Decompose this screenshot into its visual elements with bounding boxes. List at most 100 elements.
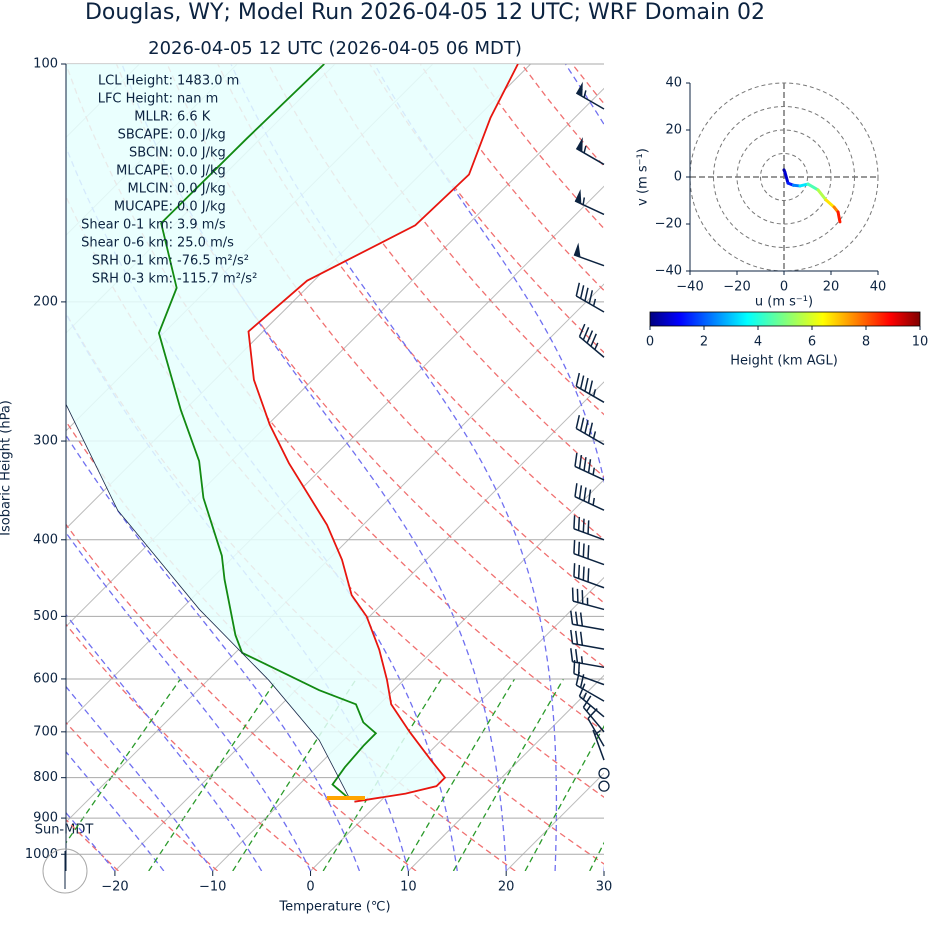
profile-line [247,64,519,803]
barb-full [579,631,584,646]
dry-adiabat [571,64,604,105]
wind-calm [598,780,610,792]
barb-full [575,372,581,387]
barb-full [579,285,585,299]
barb-staff [573,552,605,566]
annotation-value: 3.9 m/s [177,218,226,233]
parcel-shading [66,64,518,802]
annotation-value: 0.0 J/kg [177,200,226,215]
barb-full [570,648,574,662]
barb-staff [582,706,605,733]
barb-flag [573,242,581,258]
wind-barb [578,323,605,358]
barb-full [578,323,586,337]
barb-full [574,452,578,467]
barb-full [579,375,585,390]
annotation-value: 25.0 m/s [177,236,234,251]
wind-barb [573,515,605,541]
y-tick-label: 300 [33,434,58,449]
barb-full [582,543,585,558]
x-tick-label: 10 [400,880,417,895]
barb-full [583,457,587,471]
isotherm [310,576,604,871]
y-tick-label: 1000 [25,847,58,862]
wind-barb [573,540,605,566]
wind-barb [574,483,605,511]
barb-full [573,660,576,674]
dry-adiabat [623,64,928,871]
annotation-label: MLCIN: [128,182,173,197]
barb-half [592,467,596,475]
barb-staff [573,254,605,267]
hodo-segment [824,198,836,209]
barb-full [582,518,585,533]
barb-full [574,630,579,645]
wind-barb [571,587,605,611]
wind-barb [570,629,605,650]
y-tick-label: 600 [33,671,58,686]
barb-full [577,516,581,531]
isotherm [66,283,604,823]
barb-full [584,377,589,392]
annotation-value: 0.0 J/kg [177,182,226,197]
barb-full [570,610,574,625]
barb-full [575,671,581,686]
barb-half [592,431,597,439]
dry-adiabat [66,721,219,871]
barb-staff [587,718,605,747]
y-tick-label: 700 [33,724,58,739]
hodo-y-tick-label: 0 [674,170,682,185]
barb-full [587,568,590,582]
wind-barb [575,282,605,313]
annotation-label: SRH 0-1 km: [92,254,173,269]
barb-half [592,497,596,506]
barb-staff [575,684,605,702]
mixing-ratio [66,678,182,844]
barb-staff [572,623,605,631]
barb-staff [572,661,605,669]
mixing-ratio [637,679,735,871]
annotation-value: 0.0 J/kg [177,164,226,179]
parcel-line [66,403,351,800]
barb-staff [579,336,605,358]
x-axis-label: Temperature (℃) [278,900,390,915]
barb-full [588,380,594,395]
moist-adiabat [121,64,507,871]
hodo-y-tick-label: −40 [655,264,682,279]
wind-barb [575,415,605,446]
annotation-label: MLCAPE: [116,164,173,179]
wind-barb [592,729,605,761]
wind-barb [575,671,605,702]
barb-full [577,541,581,556]
hodo-x-tick-label: −20 [723,280,750,295]
barb-flag [576,81,583,97]
barb-full [588,290,594,304]
barb-staff [579,695,605,718]
colorbar-tick-label: 0 [646,335,654,350]
barb-full [582,327,590,341]
barb-full [587,459,592,473]
wind-barb [570,610,605,631]
barb-staff [574,200,605,216]
barb-half [582,692,587,700]
hodo-y-label: v (m s⁻¹) [636,148,651,206]
hodo-x-tick-label: 0 [780,280,788,295]
annotation-value: 6.6 K [177,110,211,125]
dry-adiabat [66,623,318,871]
barb-full [587,520,590,535]
wind-barb [575,372,605,403]
colorbar-tick-label: 10 [912,335,928,350]
mixing-ratio [452,678,565,871]
barb-half [582,197,586,205]
hodograph: −40 −20 0 20 40 −40 −20 0 20 40 0 2 4 6 8 10 [646,76,928,350]
barb-full [586,330,594,344]
barb-full [587,708,598,720]
annotation-label: LFC Height: [98,92,173,107]
mixing-ratio [400,678,516,871]
annotation-value: 1483.0 m [177,74,239,89]
y-tick-label: 500 [33,609,58,624]
dry-adiabat [825,64,928,871]
barb-full [584,420,589,434]
moist-adiabat [66,531,312,871]
barb-full [588,422,594,437]
